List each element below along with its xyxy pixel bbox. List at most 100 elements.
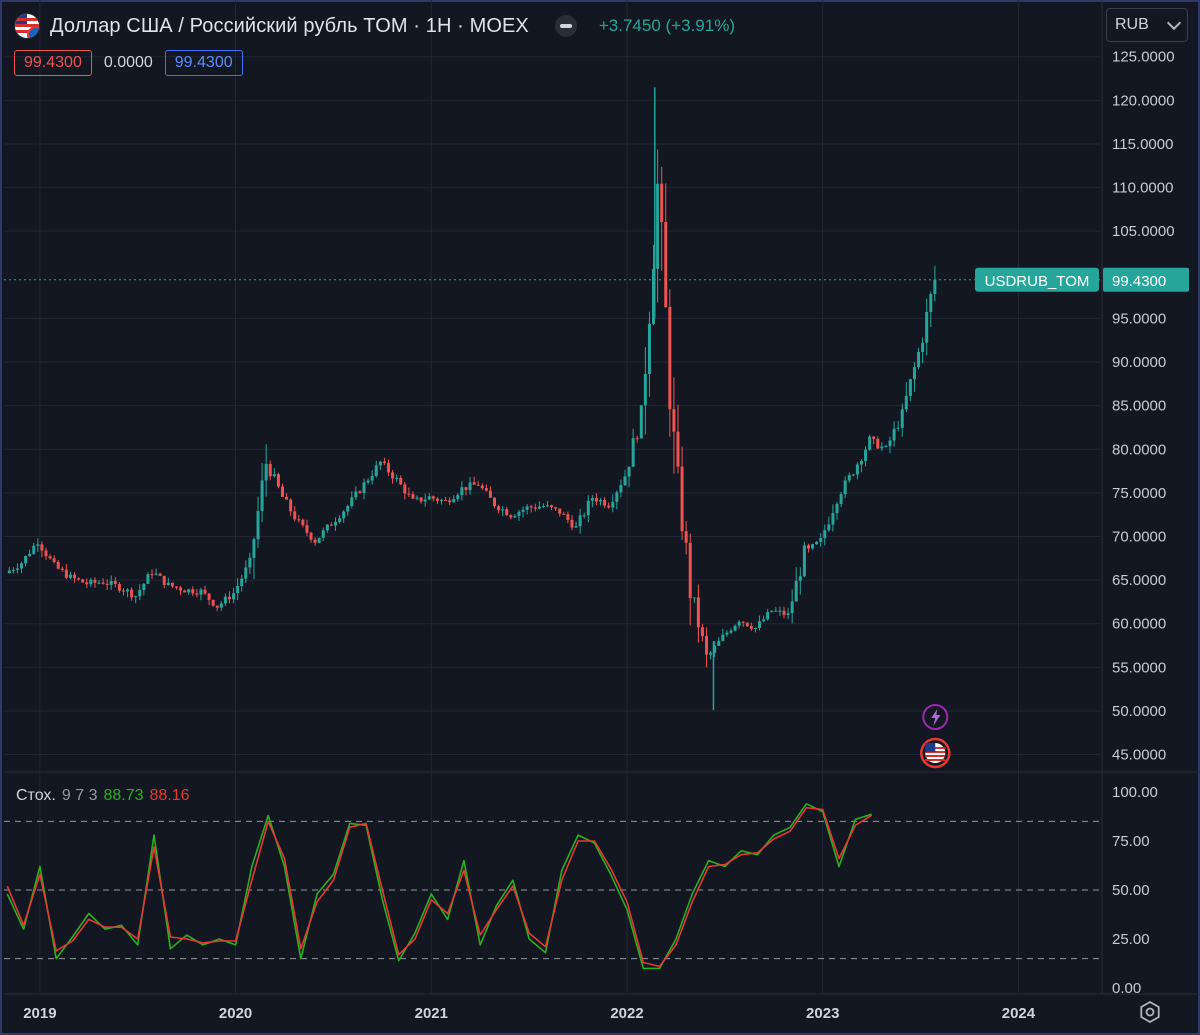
candle-body <box>497 506 501 511</box>
candle-body <box>933 279 937 294</box>
candle-body <box>93 579 97 583</box>
candle-body <box>680 466 684 532</box>
candle-body <box>480 485 484 489</box>
candle-body <box>529 506 533 508</box>
currency-select[interactable]: RUB <box>1106 8 1188 42</box>
candle-body <box>276 474 280 487</box>
candle-body <box>52 558 56 562</box>
candle-body <box>289 499 293 512</box>
candle-body <box>533 507 537 509</box>
candle-body <box>236 585 240 594</box>
candle-body <box>921 342 925 353</box>
candle-body <box>668 307 672 410</box>
candle-body <box>85 582 89 585</box>
flag-ring <box>920 737 951 769</box>
candle-body <box>325 524 329 531</box>
candle-body <box>762 619 766 622</box>
chevron-down-icon <box>1166 15 1182 31</box>
price-tick-label: 45.0000 <box>1112 747 1166 764</box>
candle-body <box>81 579 85 583</box>
candle-body <box>354 491 358 498</box>
candle-body <box>179 587 183 591</box>
stochastic-label: Стох. <box>16 787 56 804</box>
candle-body <box>60 568 64 570</box>
candle-body <box>550 505 554 508</box>
stochastic-legend[interactable]: Стох. 9 7 3 88.73 88.16 <box>16 787 190 805</box>
candle-body <box>117 583 121 591</box>
candle-body <box>798 576 802 581</box>
candle-body <box>203 589 207 594</box>
time-tick-label: 2019 <box>23 1005 56 1022</box>
candle-body <box>346 506 350 512</box>
candle-body <box>859 460 863 465</box>
candle-body <box>631 438 635 467</box>
candle-body <box>154 573 158 575</box>
candle-body <box>709 652 713 655</box>
candle-body <box>187 589 191 593</box>
osc-tick-label: 25.00 <box>1112 931 1150 948</box>
candle-body <box>619 485 623 493</box>
candle-body <box>599 500 603 502</box>
price-tick-label: 75.0000 <box>1112 485 1166 502</box>
candle-body <box>20 563 24 569</box>
candle-body <box>672 409 676 432</box>
candle-body <box>56 561 60 569</box>
candle-body <box>872 436 876 439</box>
candle-body <box>199 589 203 595</box>
candle-body <box>554 507 558 509</box>
candle-body <box>570 519 574 528</box>
sell-price-box[interactable]: 99.4300 <box>14 50 92 76</box>
candle-body <box>505 509 509 516</box>
candle-body <box>635 438 639 440</box>
candle-body <box>843 480 847 495</box>
candle-body <box>733 625 737 631</box>
candle-body <box>696 597 700 628</box>
candle-body <box>256 510 260 540</box>
candle-body <box>427 496 431 500</box>
candle-body <box>240 578 244 586</box>
candle-body <box>313 539 317 543</box>
time-tick-label: 2022 <box>610 1005 643 1022</box>
buy-price-box[interactable]: 99.4300 <box>164 50 243 76</box>
candle-body <box>130 589 134 598</box>
candle-body <box>831 513 835 525</box>
candle-body <box>868 436 872 450</box>
price-tick-label: 105.0000 <box>1112 223 1175 240</box>
candle-body <box>223 596 227 604</box>
candle-body <box>517 511 521 516</box>
settings-gear-icon[interactable] <box>1137 999 1163 1025</box>
candle-body <box>664 221 668 308</box>
flag-stripe <box>925 755 946 757</box>
collapse-legend-button[interactable] <box>554 15 577 37</box>
candle-body <box>268 463 272 477</box>
candle-body <box>537 506 541 509</box>
us-flag-event-icon <box>920 737 951 769</box>
candle-body <box>77 578 81 580</box>
candle-body <box>403 484 407 494</box>
candle-body <box>782 610 786 615</box>
candle-body <box>448 500 452 503</box>
candle-body <box>835 503 839 514</box>
candle-body <box>142 583 146 591</box>
candle-body <box>97 582 101 584</box>
candle-body <box>378 461 382 466</box>
symbol-title[interactable]: Доллар США / Российский рубль TOM · 1H ·… <box>50 14 529 37</box>
stochastic-d-value: 88.16 <box>149 787 190 804</box>
stochastic-params: 9 7 3 <box>61 787 98 804</box>
candle-body <box>643 374 647 406</box>
candle-body <box>411 494 415 499</box>
candle-body <box>317 537 321 543</box>
candle-body <box>896 427 900 429</box>
price-tick-label: 80.0000 <box>1112 441 1166 458</box>
candle-body <box>366 480 370 483</box>
candle-body <box>623 476 627 486</box>
candle-body <box>770 610 774 612</box>
osc-tick-label: 100.00 <box>1112 784 1158 801</box>
candle-body <box>501 509 505 511</box>
candle-body <box>753 627 757 629</box>
candle-body <box>260 480 264 511</box>
candle-body <box>435 498 439 501</box>
price-tick-label: 70.0000 <box>1112 528 1166 545</box>
price-tick-label: 95.0000 <box>1112 310 1166 327</box>
